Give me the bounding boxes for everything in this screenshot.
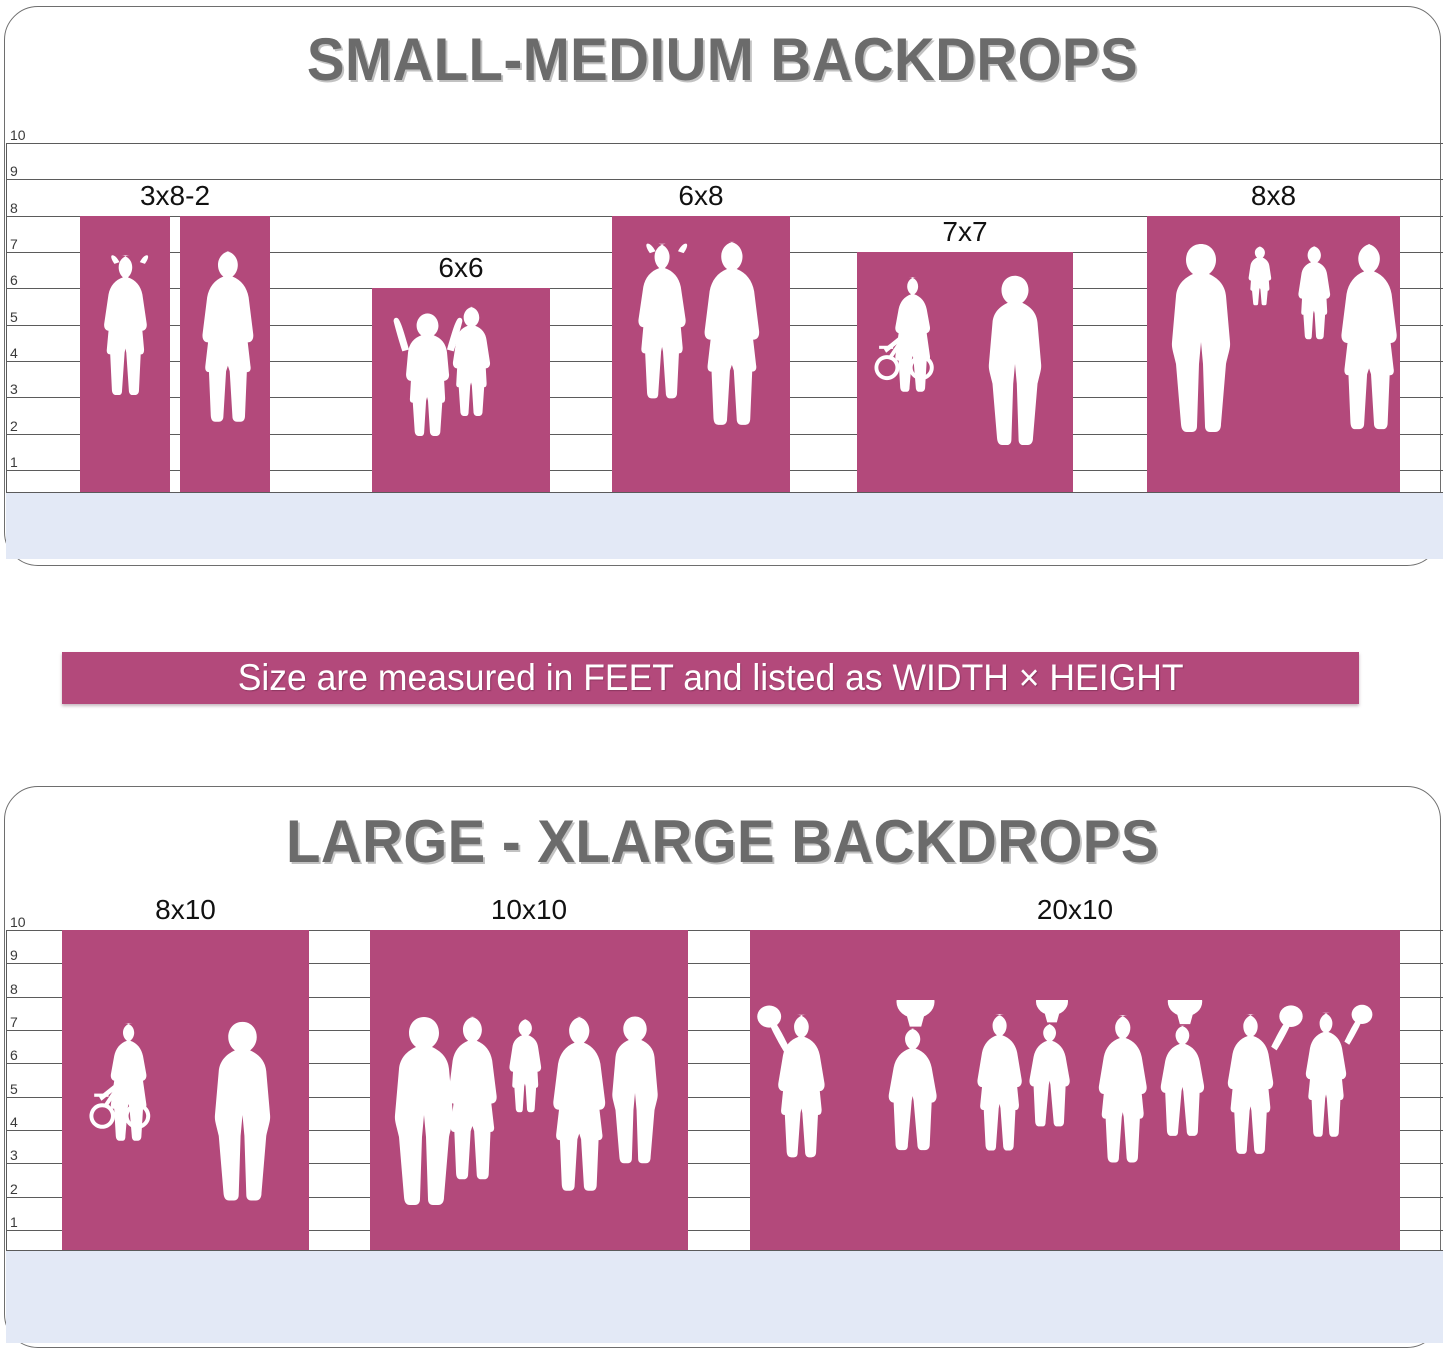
backdrop-size-label-7x7: 7x7 [942,216,988,248]
scale-rail [6,143,7,501]
size-units-banner: Size are measured in FEET and listed as … [62,652,1359,704]
scale-tick-6: 6 [10,1047,18,1064]
gridline-3ft [6,1163,1443,1165]
scale-tick-2: 2 [10,417,18,434]
backdrop-panel-6x8 [612,215,790,492]
scale-tick-9: 9 [10,947,18,964]
backdrop-panel-8x8 [1147,215,1400,492]
scale-tick-1: 1 [10,454,18,471]
scale-tick-10: 10 [10,914,26,930]
backdrop-panel-10x10 [370,930,688,1250]
backdrop-panel-3x8-2-2 [180,215,270,492]
gridline-2ft [6,1196,1443,1198]
backdrop-panel-6x6 [372,288,550,492]
page-title-small-medium: SMALL-MEDIUM BACKDROPS [306,26,1139,93]
gridline-5ft [6,1096,1443,1098]
scale-tick-7: 7 [10,1014,18,1030]
gridline-1ft [6,1230,1443,1231]
backdrop-size-label-8x10: 8x10 [155,894,216,925]
backdrop-size-label-3x8-2: 3x8-2 [139,179,211,211]
backdrop-panel-20x10 [750,930,1400,1250]
scale-tick-5: 5 [10,308,18,325]
large-xlarge-chart: 10 9 8 7 6 5 4 3 2 1 8x10 10x10 20x10 [0,894,1445,1252]
scale-rail [6,930,7,1252]
backdrop-panel-8x10 [62,930,309,1250]
scale-tick-4: 4 [10,345,18,362]
gridline-4ft [6,1130,1443,1131]
backdrop-size-label-6x6: 6x6 [438,252,484,284]
floor-strip-top [6,492,1443,559]
backdrop-size-label-20x10: 20x10 [1036,894,1114,925]
gridline-7ft [6,1030,1443,1031]
gridline-9ft [6,179,1443,181]
gridline-10ft [6,930,1443,931]
scale-tick-2: 2 [10,1180,18,1197]
gridline-9ft [6,963,1443,965]
scale-tick-3: 3 [10,1147,18,1164]
size-units-banner-text: Size are measured in FEET and listed as … [237,657,1184,698]
scale-tick-5: 5 [10,1080,18,1097]
gridline-10ft [6,143,1443,144]
scale-tick-4: 4 [10,1114,18,1130]
scale-tick-3: 3 [10,381,18,398]
scale-tick-8: 8 [10,980,18,997]
backdrop-size-label-8x8: 8x8 [1250,179,1297,211]
gridline-6ft [6,1063,1443,1065]
backdrop-panel-3x8-2-1 [80,215,170,492]
backdrop-panel-7x7 [857,252,1073,492]
scale-tick-1: 1 [10,1214,18,1230]
floor-strip-bottom [6,1250,1443,1343]
backdrop-size-label-10x10: 10x10 [490,894,568,925]
gridline-8ft [6,996,1443,998]
small-medium-chart: 10 9 8 7 6 5 4 3 2 1 3x8-2 6x6 6x8 7x7 8x8 [0,128,1445,501]
backdrop-size-label-6x8: 6x8 [678,179,724,211]
scale-tick-7: 7 [10,236,18,253]
page-title-large-xlarge: LARGE - XLARGE BACKDROPS [286,808,1159,875]
scale-tick-6: 6 [10,272,18,289]
scale-tick-8: 8 [10,199,18,216]
scale-tick-10: 10 [10,127,26,143]
scale-tick-9: 9 [10,163,18,180]
